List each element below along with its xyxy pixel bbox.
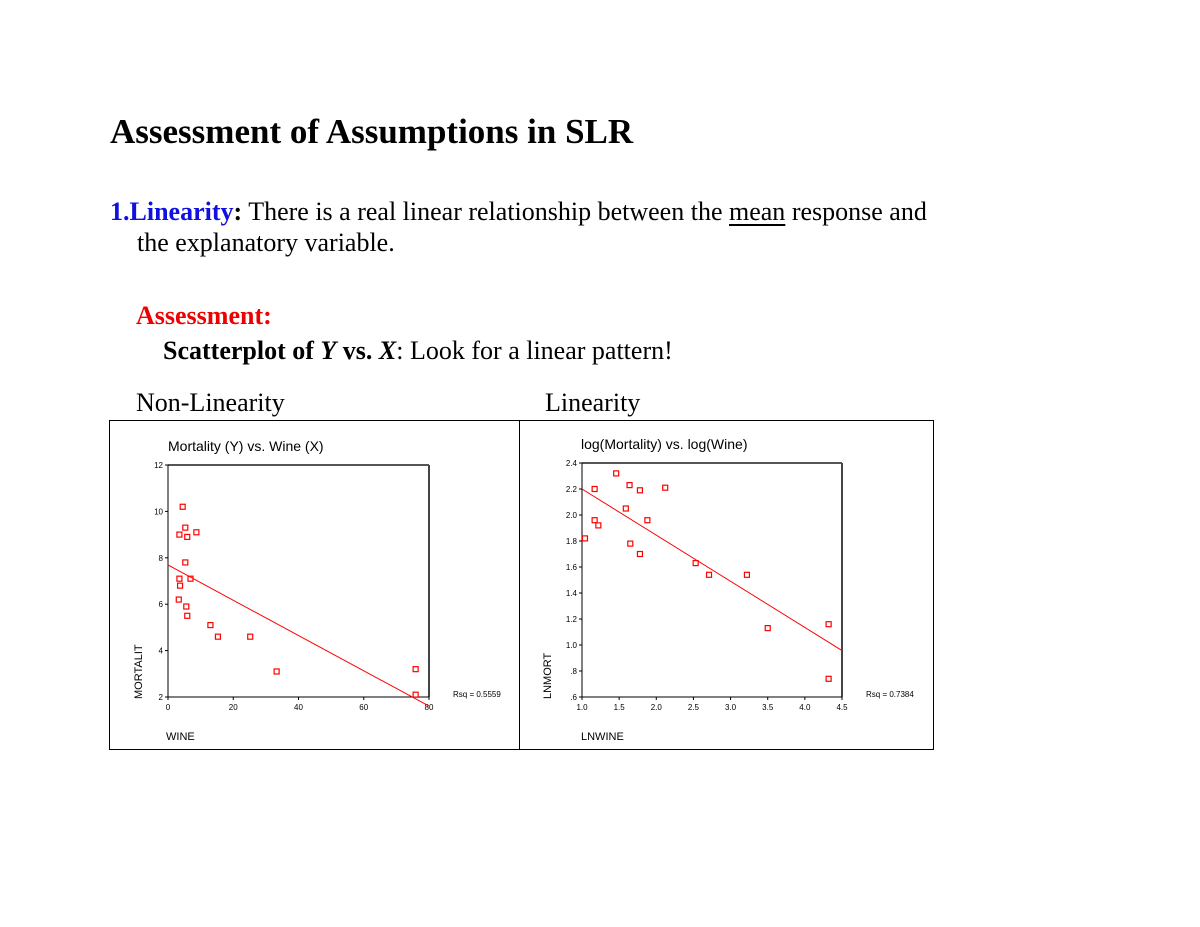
data-point-marker	[214, 633, 222, 640]
chart-log-mortality-vs-log-wine: log(Mortality) vs. log(Wine) 1.0 1.5 2.0 2.…	[519, 420, 934, 750]
chart-title: log(Mortality) vs. log(Wine)	[581, 436, 747, 452]
data-point-marker	[176, 575, 183, 582]
method-bold: Scatterplot of	[163, 336, 321, 365]
data-point-marker	[825, 675, 832, 682]
y-tick-label: 1.6	[566, 563, 578, 572]
data-point-marker	[184, 533, 191, 541]
x-tick-label: 4.0	[799, 703, 811, 712]
x-tick-label: 0	[166, 703, 171, 712]
assessment-label: Assessment:	[136, 301, 272, 330]
regression-line	[581, 488, 843, 651]
data-point-marker	[636, 550, 644, 558]
x-tick-label: 60	[359, 703, 368, 712]
data-point-marker	[581, 535, 589, 542]
x-tick-label: 2.0	[651, 703, 663, 712]
data-point-marker	[182, 559, 189, 566]
data-point-marker	[182, 524, 189, 531]
definition-continuation: the explanatory variable.	[137, 228, 395, 257]
y-tick-label: 2.4	[566, 459, 578, 468]
y-tick-label: 8	[159, 554, 164, 563]
non-linearity-label: Non-Linearity	[136, 388, 285, 417]
x-tick-label: 1.0	[576, 703, 588, 712]
data-point-marker	[613, 470, 620, 477]
item-keyword: Linearity	[129, 197, 234, 226]
data-point-marker	[825, 621, 832, 628]
item-number: 1.	[110, 197, 130, 226]
x-tick-label: 3.5	[762, 703, 774, 712]
data-point-marker	[175, 596, 182, 603]
data-point-marker	[176, 582, 184, 589]
rsq-annotation: Rsq = 0.5559	[453, 690, 501, 699]
assessment-method: Scatterplot of Y vs. X: Look for a linea…	[163, 336, 673, 366]
linearity-label: Linearity	[545, 388, 641, 417]
y-tick-label: 12	[154, 461, 163, 470]
linearity-definition: 1.Linearity: There is a real linear rela…	[110, 195, 927, 229]
y-axis-label: MORTALIT	[133, 644, 145, 699]
item-colon: :	[233, 197, 243, 226]
y-axis-label: LNMORT	[542, 652, 554, 699]
x-tick-label: 4.5	[836, 703, 848, 712]
data-point-marker	[273, 668, 280, 675]
method-rest: : Look for a linear pattern!	[396, 336, 673, 365]
y-tick-label: 1.4	[566, 589, 578, 598]
data-point-marker	[692, 559, 699, 567]
data-point-marker	[595, 522, 602, 529]
data-point-marker	[176, 531, 183, 538]
data-point-marker	[591, 485, 598, 493]
data-point-marker	[187, 575, 194, 582]
x-variable: X	[378, 336, 397, 365]
data-point-marker	[636, 487, 644, 494]
x-tick-label: 2.5	[688, 703, 700, 712]
data-point-marker	[184, 612, 191, 619]
definition-text-1: There is a real linear relationship betw…	[242, 197, 729, 226]
chart-mortality-vs-wine: Mortality (Y) vs. Wine (X) 0 20 40 60 80 2 4 6 8…	[109, 420, 521, 750]
data-point-marker	[193, 529, 200, 536]
y-tick-label: 2.0	[566, 511, 578, 520]
underlined-mean: mean	[729, 197, 786, 226]
y-tick-label: 1.8	[566, 537, 578, 546]
data-point-marker	[412, 666, 419, 673]
vs-text: vs.	[336, 336, 379, 365]
data-point-marker	[662, 484, 669, 491]
rsq-annotation: Rsq = 0.7384	[866, 690, 914, 699]
y-tick-label: 6	[159, 600, 164, 609]
plot-area: 1.0 1.5 2.0 2.5 3.0 3.5 4.0 4.5 .6 .8 1.0 1.2 1.4 1.6…	[566, 459, 848, 712]
y-tick-label: 2	[159, 693, 164, 702]
data-point-marker	[705, 571, 713, 578]
data-point-marker	[207, 621, 214, 629]
data-point-marker	[591, 517, 598, 524]
x-tick-label: 40	[294, 703, 303, 712]
y-tick-label: 4	[159, 647, 164, 656]
y-tick-label: 1.0	[566, 641, 578, 650]
data-point-marker	[179, 503, 186, 510]
data-point-marker	[743, 571, 751, 578]
y-tick-label: .8	[570, 667, 577, 676]
x-tick-label: 3.0	[725, 703, 737, 712]
data-point-marker	[183, 603, 190, 610]
chart-title: Mortality (Y) vs. Wine (X)	[168, 438, 324, 454]
regression-line	[167, 564, 430, 707]
y-tick-label: 10	[154, 507, 163, 516]
y-tick-label: 2.2	[566, 485, 578, 494]
data-point-marker	[247, 633, 254, 640]
y-tick-label: .6	[570, 693, 577, 702]
y-variable: Y	[320, 336, 337, 365]
data-point-marker	[627, 540, 634, 547]
data-point-marker	[622, 505, 629, 512]
plot-area: 0 20 40 60 80 2 4 6 8 10 12	[154, 461, 434, 712]
x-tick-label: 80	[425, 703, 434, 712]
data-point-marker	[764, 624, 771, 632]
definition-text-2: response and	[785, 197, 927, 226]
x-tick-label: 1.5	[614, 703, 626, 712]
x-axis-label: WINE	[166, 731, 195, 743]
data-point-marker	[644, 517, 651, 524]
data-point-marker	[626, 482, 633, 489]
y-tick-label: 1.2	[566, 615, 578, 624]
x-axis-label: LNWINE	[581, 731, 624, 743]
data-point-marker	[412, 691, 419, 698]
page-title: Assessment of Assumptions in SLR	[110, 112, 634, 151]
x-tick-label: 20	[229, 703, 238, 712]
